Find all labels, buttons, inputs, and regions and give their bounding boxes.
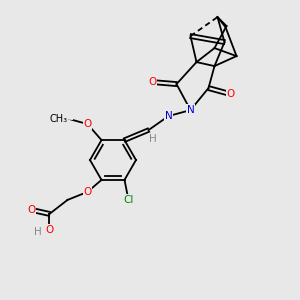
Text: N: N (165, 111, 172, 121)
Text: N: N (187, 105, 194, 115)
Text: O: O (148, 77, 157, 87)
Text: methoxy: methoxy (66, 118, 73, 120)
Text: Cl: Cl (123, 195, 134, 205)
Text: CH₃: CH₃ (50, 114, 68, 124)
Text: H: H (148, 134, 156, 144)
Text: methoxy: methoxy (70, 118, 76, 119)
Text: O: O (226, 89, 235, 99)
Text: O: O (83, 119, 92, 129)
Text: O: O (27, 205, 36, 215)
Text: O: O (83, 187, 92, 197)
Text: H: H (34, 227, 41, 237)
Text: O: O (45, 225, 54, 235)
